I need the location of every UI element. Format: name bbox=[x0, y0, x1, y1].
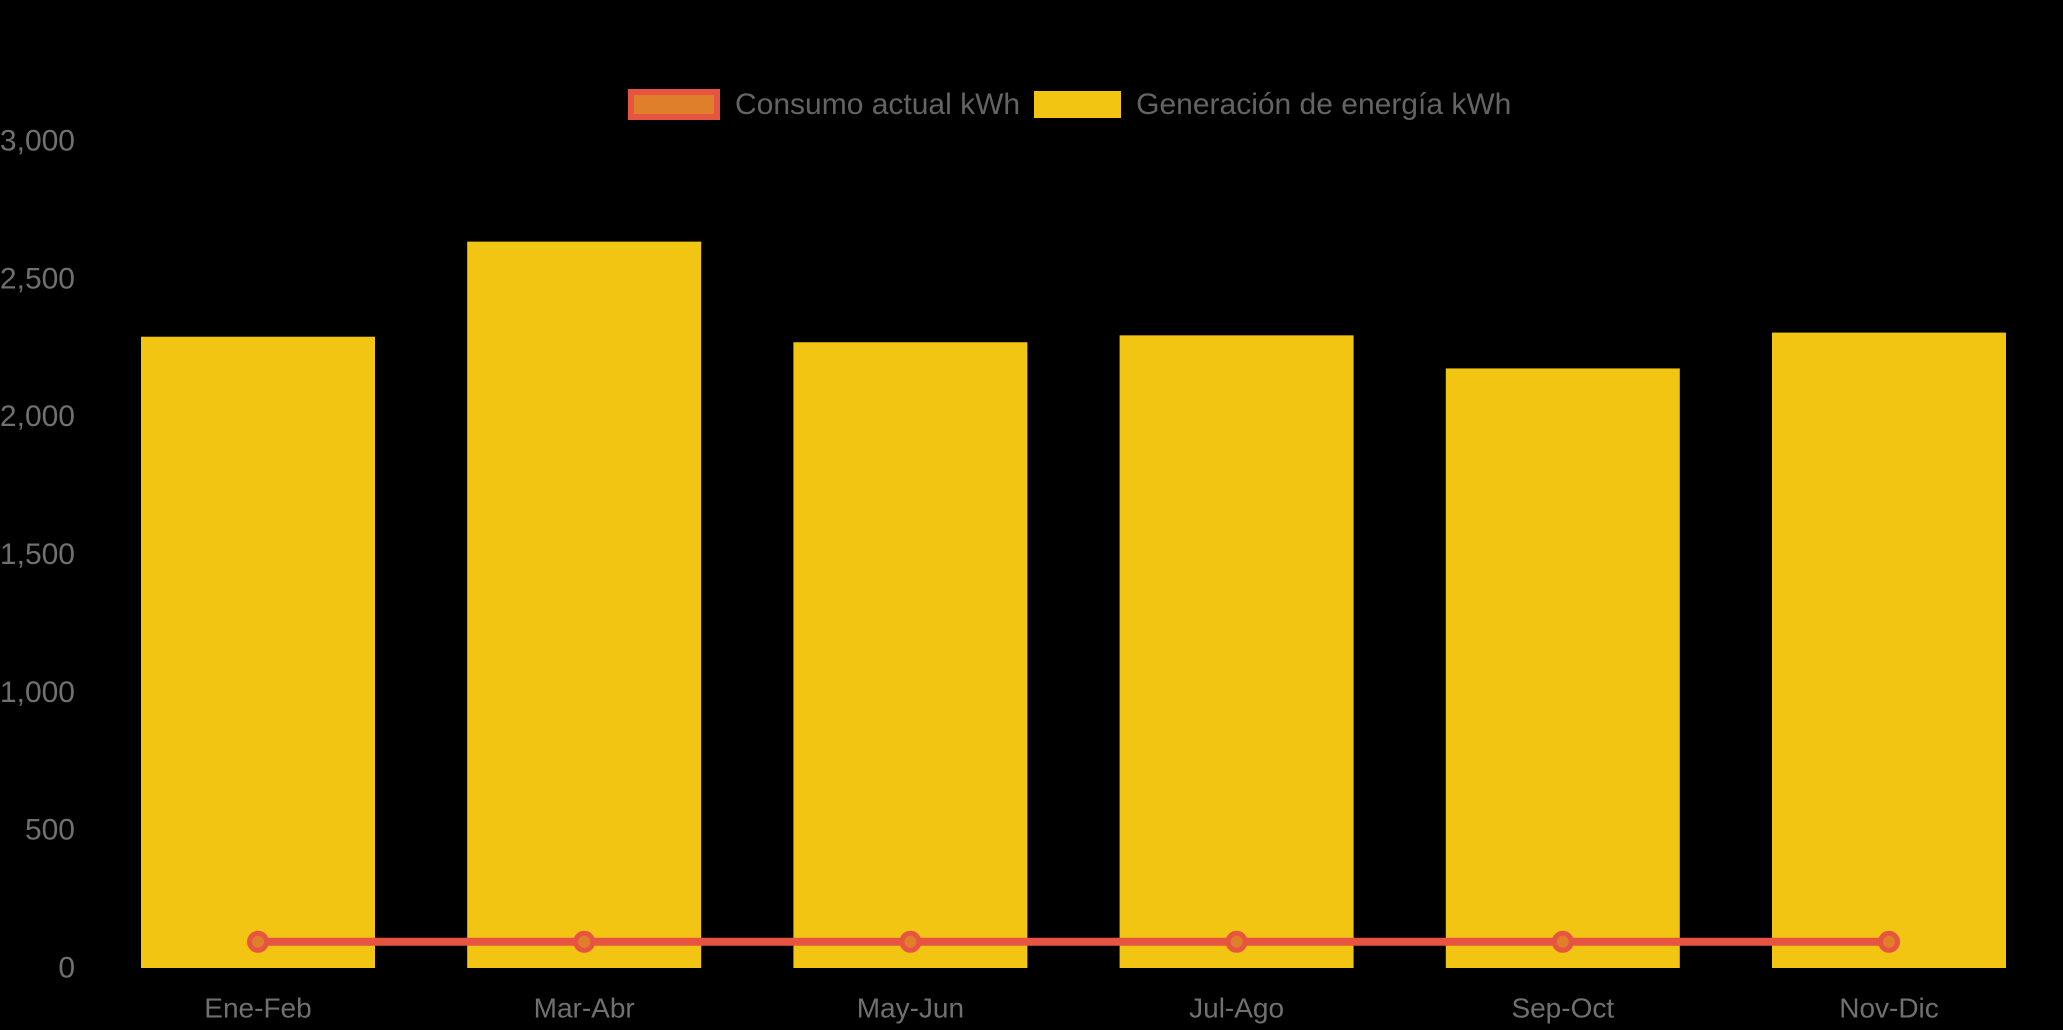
y-axis-tick-label: 500 bbox=[25, 814, 75, 847]
x-axis-label-Mar-Abr: Mar-Abr bbox=[534, 993, 635, 1024]
legend-label-consumo: Consumo actual kWh bbox=[735, 88, 1021, 121]
bar-generacion-Sep-Oct[interactable] bbox=[1445, 368, 1680, 968]
legend: Consumo actual kWh Generación de energía… bbox=[628, 89, 1511, 120]
y-axis-tick-label: 1,500 bbox=[0, 538, 75, 571]
line-marker-Jul-Ago[interactable] bbox=[1225, 930, 1248, 953]
y-axis-tick-label: 2,000 bbox=[0, 400, 75, 433]
x-axis-label-Sep-Oct: Sep-Oct bbox=[1511, 993, 1614, 1024]
y-axis-tick-label: 0 bbox=[58, 952, 75, 985]
x-axis-label-Nov-Dic: Nov-Dic bbox=[1839, 993, 1939, 1024]
legend-label-generacion: Generación de energía kWh bbox=[1136, 88, 1512, 121]
bar-generacion-May-Jun[interactable] bbox=[793, 342, 1028, 968]
bar-generacion-Jul-Ago[interactable] bbox=[1119, 335, 1354, 969]
line-marker-Mar-Abr[interactable] bbox=[573, 930, 596, 953]
y-axis-tick-label: 3,000 bbox=[0, 125, 75, 158]
line-marker-Nov-Dic[interactable] bbox=[1878, 930, 1900, 953]
bar-generacion-Nov-Dic[interactable] bbox=[1772, 332, 2006, 968]
y-axis-tick-label: 2,500 bbox=[0, 262, 75, 295]
legend-item-generacion[interactable]: Generación de energía kWh bbox=[1034, 89, 1511, 120]
consumo-line-swatch-icon bbox=[628, 89, 720, 120]
x-axis-label-Jul-Ago: Jul-Ago bbox=[1189, 993, 1284, 1024]
generacion-bar-swatch-icon bbox=[1034, 91, 1122, 118]
line-marker-May-Jun[interactable] bbox=[899, 930, 922, 953]
legend-item-consumo[interactable]: Consumo actual kWh bbox=[628, 89, 1020, 120]
bar-generacion-Ene-Feb[interactable] bbox=[141, 336, 375, 968]
bar-generacion-Mar-Abr[interactable] bbox=[467, 241, 702, 968]
x-axis-label-May-Jun: May-Jun bbox=[857, 993, 964, 1024]
x-axis-label-Ene-Feb: Ene-Feb bbox=[204, 993, 311, 1024]
y-axis-tick-label: 1,000 bbox=[0, 676, 75, 709]
line-marker-Sep-Oct[interactable] bbox=[1551, 930, 1574, 953]
line-marker-Ene-Feb[interactable] bbox=[247, 930, 269, 953]
